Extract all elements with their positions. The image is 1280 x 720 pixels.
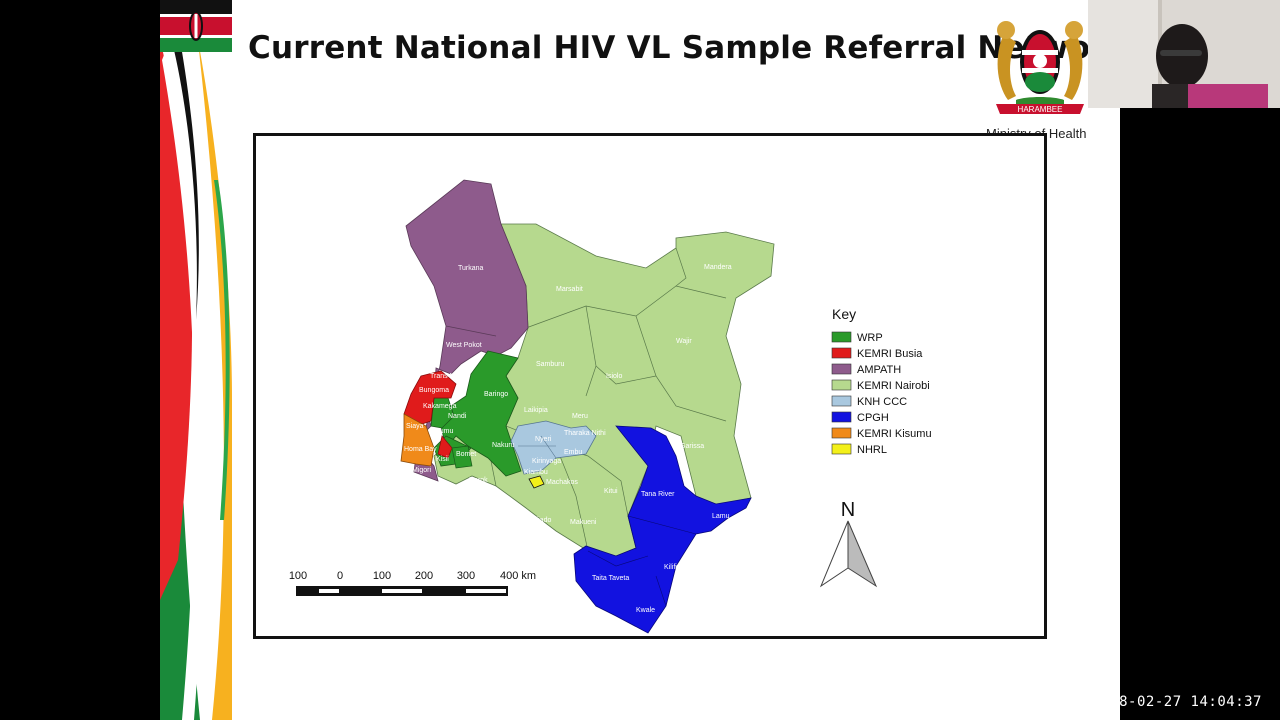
label-lamu: Lamu [712, 513, 730, 520]
legend-label: KNH CCC [857, 396, 907, 408]
recording-timestamp: 2018-02-27 14:04:37 [1092, 694, 1262, 710]
legend-label: AMPATH [857, 364, 901, 376]
legend: WRP KEMRI Busia AMPATH KEMRI Nairobi KNH CCC… [831, 331, 932, 456]
label-marsabit: Marsabit [556, 286, 583, 293]
label-kisumu: Kisumu [430, 428, 453, 435]
legend-swatch [831, 443, 852, 455]
region-cpgh [573, 425, 752, 634]
legend-label: KEMRI Kisumu [857, 428, 932, 440]
legend-swatch [831, 427, 852, 439]
kenya-flag-icon [160, 0, 232, 52]
webcam-video [1088, 0, 1280, 108]
legend-swatch [831, 395, 852, 407]
label-makueni: Makueni [570, 519, 597, 526]
label-kitui: Kitui [604, 488, 618, 495]
label-narok: Narok [469, 477, 488, 484]
label-tharaka-nithi: Tharaka Nithi [564, 430, 606, 437]
scale-label: 300 [457, 570, 475, 582]
label-mandera: Mandera [704, 264, 732, 271]
label-kirinyaga: Kirinyaga [532, 458, 561, 465]
legend-swatch [831, 379, 852, 391]
label-kwale: Kwale [636, 607, 655, 614]
decorative-stripes [160, 0, 232, 720]
label-wajir: Wajir [676, 338, 692, 345]
label-kakamega: Kakamega [423, 403, 457, 410]
label-nandi: Nandi [448, 413, 467, 420]
label-nakuru: Nakuru [492, 442, 515, 449]
slide: Current National HIV VL Sample Referral … [160, 0, 1120, 720]
kenya-map: Turkana Marsabit Mandera Wajir Samburu I… [289, 179, 932, 634]
label-baringo: Baringo [484, 391, 508, 398]
scale-bar: 100 0 100 200 300 400 km [289, 570, 536, 596]
north-arrow-icon: N [819, 499, 878, 588]
scale-label: 400 km [500, 570, 536, 582]
label-siaya: Siaya [406, 423, 424, 430]
legend-swatch [831, 411, 852, 423]
coat-of-arms-icon: HARAMBEE [996, 21, 1084, 114]
legend-swatch [831, 347, 852, 359]
scale-label: 100 [373, 570, 391, 582]
region-kemri-kisumu [400, 413, 435, 467]
legend-label: KEMRI Busia [857, 348, 923, 360]
north-label: N [841, 499, 855, 521]
label-kiambu: Kiambu [524, 469, 548, 476]
label-trans-nzoia: Trans Nzoia [430, 373, 468, 380]
region-nhrl [528, 475, 545, 489]
legend-label: CPGH [857, 412, 889, 424]
region-wrp [440, 350, 522, 477]
legend-label: WRP [857, 332, 883, 344]
label-kajiado: Kajiado [528, 517, 551, 524]
label-isiolo: Isiolo [606, 373, 622, 380]
legend-swatch [831, 363, 852, 375]
region-knh-ccc [510, 420, 597, 475]
scale-label: 100 [289, 570, 307, 582]
scale-label: 0 [337, 570, 343, 582]
coat-motto: HARAMBEE [1018, 105, 1063, 114]
label-tana-river: Tana River [641, 491, 675, 498]
label-homa-bay: Homa Bay [404, 446, 437, 453]
legend-title: Key [832, 306, 856, 322]
label-west-pokot: West Pokot [446, 342, 482, 349]
label-kisii: Kisii [436, 456, 449, 463]
label-embu: Embu [564, 449, 582, 456]
label-kilifi: Kilifi [664, 564, 677, 571]
label-bomet: Bomet [456, 451, 476, 458]
legend-label: NHRL [857, 444, 887, 456]
legend-label: KEMRI Nairobi [857, 380, 930, 392]
scale-label: 200 [415, 570, 433, 582]
label-nyeri: Nyeri [535, 436, 552, 443]
label-samburu: Samburu [536, 361, 565, 368]
legend-swatch [831, 331, 852, 343]
label-bungoma: Bungoma [419, 387, 449, 394]
label-turkana: Turkana [458, 265, 484, 272]
label-taita-taveta: Taita Taveta [592, 575, 629, 582]
label-meru: Meru [572, 413, 588, 420]
label-laikipia: Laikipia [524, 407, 548, 414]
slide-title: Current National HIV VL Sample Referral … [248, 30, 1120, 66]
label-garissa: Garissa [680, 443, 704, 450]
region-kemri-busia [403, 370, 457, 427]
label-migori: Migori [412, 467, 432, 474]
label-machakos: Machakos [546, 479, 578, 486]
map-panel: Turkana Marsabit Mandera Wajir Samburu I… [253, 133, 1047, 639]
